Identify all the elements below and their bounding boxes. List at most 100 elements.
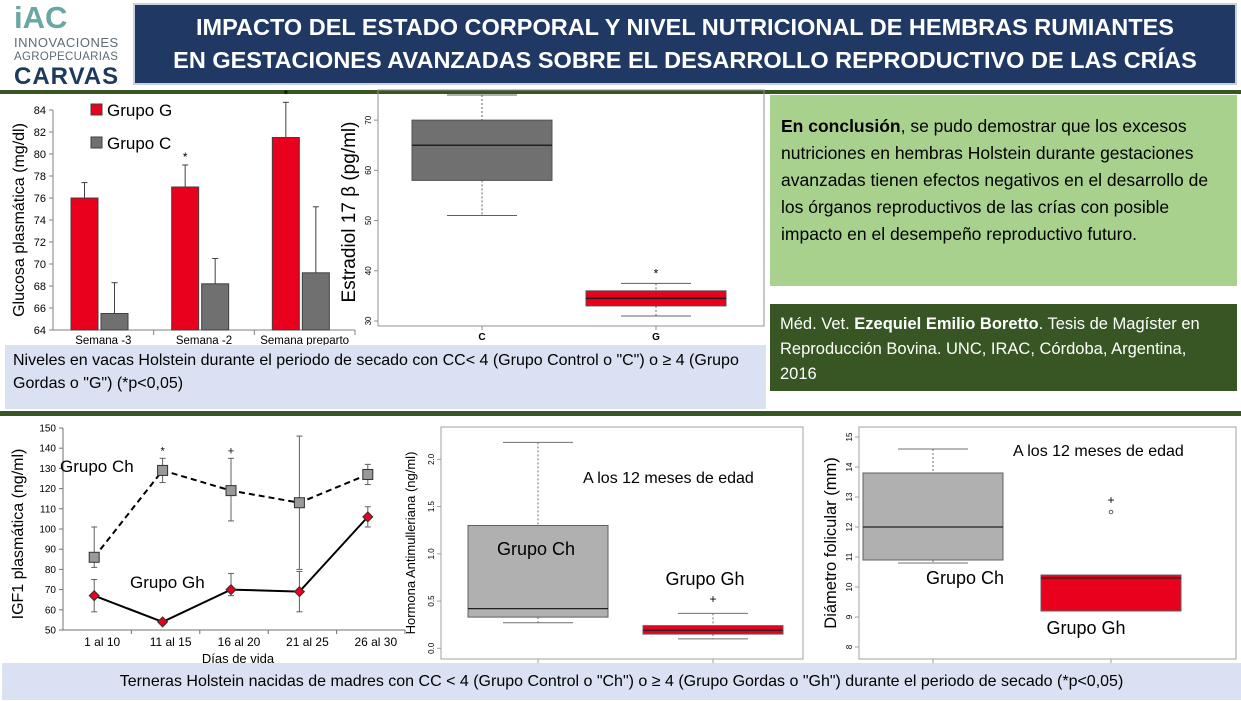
y-axis-title: Diámetro folicular (mm) bbox=[822, 457, 840, 628]
bar-grupo-c bbox=[201, 283, 230, 331]
y-tick-label: 15 bbox=[845, 432, 854, 441]
annotation-text: A los 12 meses de edad bbox=[1013, 443, 1184, 460]
bar-grupo-g bbox=[70, 197, 99, 331]
y-tick-label: 90 bbox=[45, 545, 57, 556]
y-tick-label: 1.0 bbox=[427, 548, 436, 560]
significance-marker: + bbox=[709, 592, 716, 606]
x-tick-label: C bbox=[478, 332, 485, 343]
x-tick-label: Semana -3 bbox=[75, 335, 131, 347]
significance-marker: + bbox=[228, 445, 234, 457]
y-tick-label: 13 bbox=[845, 492, 854, 501]
y-tick-label: 70 bbox=[364, 115, 373, 124]
y-tick-label: 12 bbox=[845, 522, 854, 531]
y-tick-label: 74 bbox=[34, 215, 46, 227]
box-c bbox=[411, 119, 553, 181]
y-tick-label: 130 bbox=[39, 464, 56, 475]
x-tick-label: 26 al 30 bbox=[354, 635, 397, 649]
y-tick-label: 72 bbox=[34, 237, 46, 249]
conclusion-text: , se pudo demostrar que los excesos nutr… bbox=[781, 116, 1209, 244]
logo-iac-text: iAC bbox=[14, 0, 68, 35]
x-tick-label: Semana preparto bbox=[260, 335, 349, 347]
conclusion-bold: En conclusión bbox=[781, 116, 901, 136]
y-tick-label: 78 bbox=[34, 171, 46, 183]
author-prefix: Méd. Vet. bbox=[780, 315, 855, 333]
title-line-1: IMPACTO DEL ESTADO CORPORAL Y NIVEL NUTR… bbox=[196, 14, 1174, 40]
x-tick-label: 21 al 25 bbox=[286, 635, 329, 649]
y-tick-label: 110 bbox=[40, 504, 56, 515]
bottom-caption: Terneras Holstein nacidas de madres con … bbox=[2, 663, 1241, 700]
annotation-text: A los 12 meses de edad bbox=[583, 470, 754, 487]
group-label: Grupo Gh bbox=[1046, 618, 1125, 638]
y-tick-label: 14 bbox=[845, 462, 854, 471]
significance-marker: + bbox=[1107, 493, 1114, 507]
y-axis-title: Glucosa plasmática (mg/dl) bbox=[11, 123, 28, 317]
bar-grupo-g bbox=[271, 137, 300, 331]
data-point bbox=[293, 585, 306, 598]
title-line-2: EN GESTACIONES AVANZADAS SOBRE EL DESARR… bbox=[173, 47, 1197, 73]
data-point bbox=[225, 485, 237, 497]
y-tick-label: 50 bbox=[45, 626, 57, 637]
outlier-point bbox=[1108, 509, 1114, 515]
x-tick-label: 1 al 10 bbox=[84, 635, 120, 649]
data-point bbox=[157, 464, 169, 476]
y-tick-label: 0.0 bbox=[427, 642, 436, 654]
y-tick-label: 68 bbox=[34, 281, 46, 293]
legend-label: Grupo G bbox=[107, 101, 172, 120]
data-point bbox=[156, 616, 169, 628]
plot-frame bbox=[377, 89, 765, 327]
x-tick-label: Semana -2 bbox=[176, 335, 232, 347]
x-tick-label: G bbox=[652, 332, 660, 343]
legend-swatch bbox=[90, 103, 103, 116]
box-grupo-ch bbox=[862, 472, 1004, 561]
x-tick-label: 11 al 15 bbox=[150, 635, 192, 649]
glucose-bar-chart: 64 66 68 70 72 74 76 78 80 82 84 Semana -3 Semana -2… bbox=[11, 87, 356, 347]
conclusion-box: En conclusión, se pudo demostrar que los… bbox=[770, 95, 1237, 286]
bar-grupo-c bbox=[301, 272, 330, 331]
data-point bbox=[293, 497, 305, 509]
data-point bbox=[88, 551, 100, 563]
estradiol-box-chart: 30 40 50 60 70 C G * Estradiol 17 β (pg/ml) bbox=[339, 89, 765, 343]
y-axis-title: Hormona Antimulleriana (ng/ml) bbox=[403, 452, 418, 635]
series-label-gh: Grupo Gh bbox=[130, 573, 205, 592]
significance-marker: * bbox=[183, 150, 188, 164]
y-tick-label: 120 bbox=[39, 484, 56, 495]
y-tick-label: 70 bbox=[34, 259, 46, 271]
iac-logo: iAC INNOVACIONES AGROPECUARIAS CARVAS bbox=[2, 0, 128, 92]
significance-marker: * bbox=[654, 266, 659, 280]
group-label: Grupo Ch bbox=[497, 539, 575, 559]
y-tick-label: 11 bbox=[845, 552, 854, 561]
bar-grupo-g bbox=[171, 186, 200, 331]
y-tick-label: 84 bbox=[34, 105, 46, 117]
follicle-box-chart: 8 9 10 11 12 13 14 15 Grupo Ch + Grupo Gh A los 12 … bbox=[822, 426, 1237, 663]
y-tick-label: 60 bbox=[45, 605, 57, 616]
y-tick-label: 8 bbox=[845, 644, 854, 649]
data-point bbox=[362, 468, 374, 480]
data-point bbox=[225, 583, 237, 596]
y-tick-label: 66 bbox=[34, 303, 46, 315]
data-point bbox=[362, 511, 374, 523]
y-axis-title: Estradiol 17 β (pg/ml) bbox=[339, 122, 360, 303]
y-axis-title: IGF1 plasmática (ng/ml) bbox=[10, 449, 27, 620]
y-tick-label: 0.5 bbox=[427, 595, 436, 607]
logo-line-carvas: CARVAS bbox=[14, 63, 120, 90]
middle-divider bbox=[0, 411, 1241, 416]
x-axis-title: Días de vida bbox=[202, 651, 275, 666]
y-tick-label: 80 bbox=[34, 149, 46, 161]
legend-swatch bbox=[90, 136, 103, 149]
box-grupo-gh bbox=[1040, 574, 1182, 612]
top-divider bbox=[0, 90, 1241, 94]
significance-marker: * bbox=[160, 445, 165, 457]
data-point bbox=[88, 590, 100, 602]
legend-label: Grupo C bbox=[107, 134, 171, 153]
y-tick-label: 10 bbox=[845, 582, 854, 591]
series-label-ch: Grupo Ch bbox=[60, 457, 134, 476]
group-label: Grupo Gh bbox=[665, 569, 744, 589]
amh-box-chart: 0.0 0.5 1.0 1.5 2.0 Grupo Ch + Grupo Gh A los 12… bbox=[403, 426, 804, 663]
y-tick-label: 9 bbox=[845, 614, 854, 619]
y-tick-label: 64 bbox=[34, 325, 46, 337]
top-caption: Niveles en vacas Holstein durante el per… bbox=[5, 345, 766, 409]
author-box: Méd. Vet. Ezequiel Emilio Boretto. Tesis… bbox=[770, 304, 1237, 391]
y-tick-label: 2.0 bbox=[427, 453, 436, 465]
y-tick-label: 82 bbox=[34, 127, 46, 139]
y-tick-label: 30 bbox=[364, 316, 373, 325]
